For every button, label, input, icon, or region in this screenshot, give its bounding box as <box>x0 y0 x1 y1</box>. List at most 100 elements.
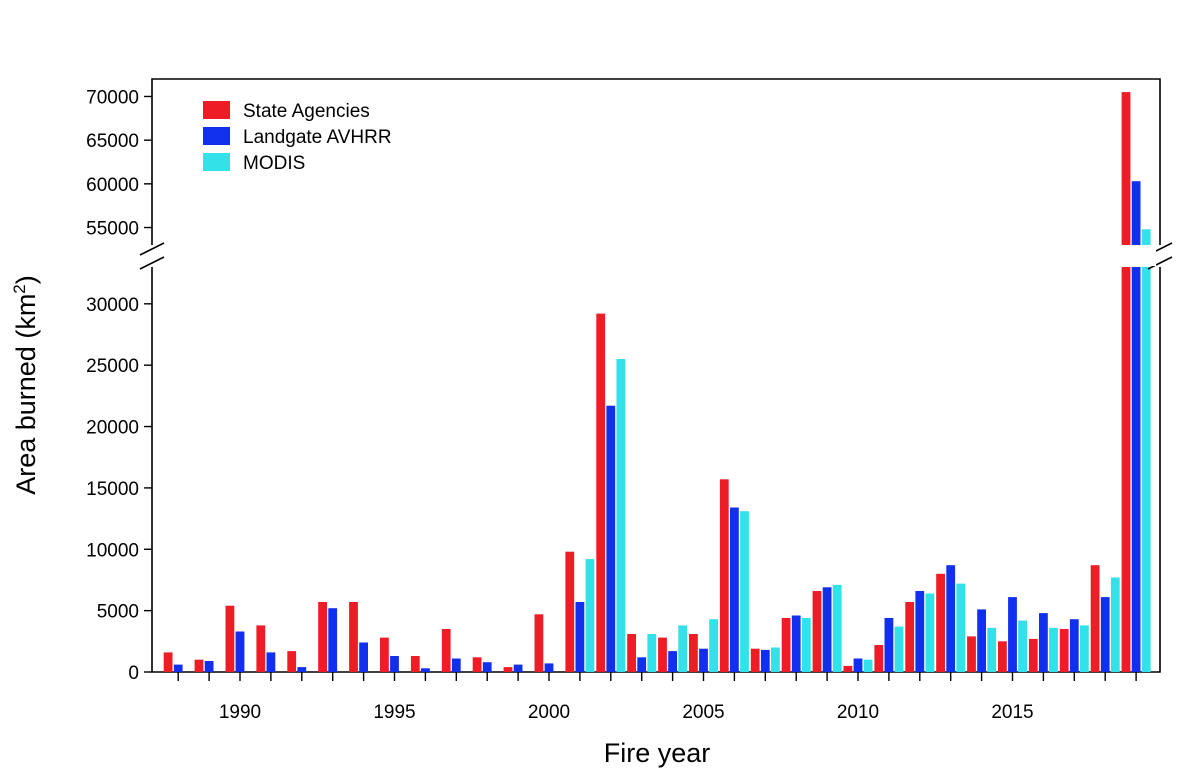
legend-label: MODIS <box>243 153 305 174</box>
bar <box>987 627 997 672</box>
bar <box>647 634 657 672</box>
bar <box>318 602 327 672</box>
bar <box>565 551 575 672</box>
bar <box>1131 267 1141 672</box>
legend-swatch <box>203 101 230 119</box>
bar <box>472 657 482 672</box>
y-tick-label: 60000 <box>86 175 139 196</box>
upper-panel-border <box>151 78 1161 245</box>
bars <box>163 92 1151 672</box>
bar <box>235 631 245 672</box>
bar <box>328 608 338 672</box>
bar <box>740 511 749 672</box>
bar <box>1121 267 1131 672</box>
legend-label: Landgate AVHRR <box>243 127 392 148</box>
bar <box>421 668 430 672</box>
y-tick-label: 5000 <box>97 602 139 623</box>
axis-break-mark <box>139 256 165 270</box>
bar <box>977 609 986 672</box>
bar <box>863 659 873 672</box>
bar <box>689 634 698 672</box>
bar <box>616 359 626 672</box>
y-axis-title-main: Area burned (km <box>11 294 41 495</box>
bar <box>1090 565 1100 672</box>
bar <box>163 652 173 672</box>
y-tick-label: 25000 <box>86 356 139 377</box>
bar <box>709 619 718 672</box>
x-tick-label: 2015 <box>991 702 1033 723</box>
y-tick-label: 65000 <box>86 131 139 152</box>
y-tick-label: 70000 <box>86 87 139 108</box>
bar <box>699 648 708 672</box>
bar <box>781 618 791 672</box>
x-tick-label: 2000 <box>528 702 570 723</box>
bar <box>441 629 451 672</box>
bar <box>832 584 842 672</box>
bar <box>266 652 276 672</box>
x-axis-title: Fire year <box>604 738 711 768</box>
bar <box>760 649 770 672</box>
bar-upper-segment <box>1131 181 1141 245</box>
axis-break-mark <box>1147 256 1173 270</box>
bar <box>998 641 1007 672</box>
bar <box>925 593 935 672</box>
legend-label: State Agencies <box>243 101 370 122</box>
bar <box>1008 597 1017 672</box>
bar <box>936 573 945 672</box>
bar <box>410 656 420 672</box>
y-tick-label: 15000 <box>86 479 139 500</box>
bar <box>585 559 595 672</box>
bar <box>534 614 544 672</box>
bar-upper-segment <box>1141 229 1151 245</box>
bar <box>194 659 204 672</box>
x-tick-label: 1995 <box>373 702 415 723</box>
bar <box>1110 577 1120 672</box>
axis-break-mark <box>139 242 165 256</box>
x-tick-label: 2010 <box>837 702 879 723</box>
bar <box>596 313 606 672</box>
bar <box>853 658 863 672</box>
bar <box>843 665 853 672</box>
bar <box>915 591 925 672</box>
y-tick-label: 0 <box>128 663 139 684</box>
y-tick-label: 10000 <box>86 540 139 561</box>
bar <box>544 663 554 672</box>
y-axis-title: Area burned (km2) <box>10 275 41 495</box>
bar <box>1100 597 1110 672</box>
bar <box>812 591 822 672</box>
bar <box>771 647 780 672</box>
bar <box>719 479 729 672</box>
bar <box>1080 625 1089 672</box>
bar <box>1069 619 1079 672</box>
bar <box>380 637 389 672</box>
bar <box>256 625 266 672</box>
bar <box>1028 638 1038 672</box>
x-tick-label: 1990 <box>219 702 261 723</box>
bar <box>1049 627 1058 672</box>
bar <box>451 658 461 672</box>
x-axis: 1990 1995 2000 2005 2010 2015 <box>177 672 1137 723</box>
y-tick-label: 20000 <box>86 418 139 439</box>
y-axis-title-superscript: 2 <box>10 284 29 293</box>
bar <box>204 661 214 672</box>
bar <box>874 645 884 672</box>
bar <box>575 602 585 672</box>
bar <box>359 642 368 672</box>
y-axis-title-close: ) <box>11 275 41 284</box>
axis-breaks <box>139 242 1173 270</box>
y-tick-label: 55000 <box>86 219 139 240</box>
legend: State Agencies Landgate AVHRR MODIS <box>203 101 392 174</box>
bar <box>791 615 801 672</box>
bar <box>946 565 956 672</box>
bar <box>658 637 667 672</box>
bar <box>225 605 235 672</box>
bar <box>1018 620 1027 672</box>
bar <box>482 662 492 672</box>
bar <box>513 664 523 672</box>
bar <box>503 667 513 672</box>
bar <box>801 618 811 672</box>
y-tick-label: 30000 <box>86 295 139 316</box>
bar <box>637 657 647 672</box>
bar <box>750 648 760 672</box>
